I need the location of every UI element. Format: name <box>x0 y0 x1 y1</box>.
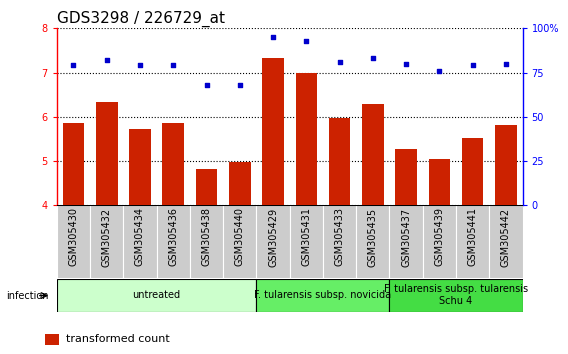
Bar <box>295 73 317 205</box>
Bar <box>256 205 290 278</box>
Bar <box>62 122 84 205</box>
Bar <box>290 205 323 278</box>
Text: infection: infection <box>6 291 48 301</box>
Bar <box>190 205 223 278</box>
Bar <box>423 205 456 278</box>
Point <box>368 56 377 61</box>
Text: GSM305440: GSM305440 <box>235 207 245 267</box>
Bar <box>262 58 284 205</box>
Text: GSM305439: GSM305439 <box>435 207 444 267</box>
Bar <box>429 159 450 205</box>
Text: GSM305437: GSM305437 <box>401 207 411 267</box>
Text: GSM305431: GSM305431 <box>301 207 311 267</box>
Text: GSM305432: GSM305432 <box>102 207 112 267</box>
Bar <box>390 279 523 312</box>
Bar <box>129 129 151 205</box>
Bar <box>162 124 184 205</box>
Bar <box>489 205 523 278</box>
Point <box>335 59 344 65</box>
Bar <box>256 279 390 312</box>
Text: GDS3298 / 226729_at: GDS3298 / 226729_at <box>57 11 225 27</box>
Text: GSM305435: GSM305435 <box>368 207 378 267</box>
Text: untreated: untreated <box>132 290 181 300</box>
Text: GSM305430: GSM305430 <box>68 207 78 267</box>
Point <box>435 68 444 74</box>
Bar <box>90 205 123 278</box>
Bar <box>96 102 118 205</box>
Text: GSM305434: GSM305434 <box>135 207 145 267</box>
Text: GSM305438: GSM305438 <box>202 207 211 267</box>
Bar <box>495 125 517 205</box>
Text: GSM305433: GSM305433 <box>335 207 345 267</box>
Point <box>235 82 244 88</box>
Bar <box>196 169 218 205</box>
Bar <box>329 118 350 205</box>
Point <box>169 63 178 68</box>
Bar <box>323 205 356 278</box>
Bar <box>456 205 489 278</box>
Bar <box>229 162 250 205</box>
Point <box>302 38 311 44</box>
Point <box>502 61 511 67</box>
Bar <box>356 205 390 278</box>
Text: F. tularensis subsp. novicida: F. tularensis subsp. novicida <box>254 290 391 300</box>
Bar <box>57 205 90 278</box>
Point <box>135 63 144 68</box>
Text: GSM305442: GSM305442 <box>501 207 511 267</box>
Text: GSM305429: GSM305429 <box>268 207 278 267</box>
Bar <box>223 205 256 278</box>
Bar <box>123 205 157 278</box>
Bar <box>362 104 383 205</box>
Point <box>102 57 111 63</box>
Point <box>468 63 477 68</box>
Text: GSM305441: GSM305441 <box>467 207 478 267</box>
Text: F. tularensis subsp. tularensis
Schu 4: F. tularensis subsp. tularensis Schu 4 <box>384 284 528 306</box>
Bar <box>157 205 190 278</box>
Point <box>202 82 211 88</box>
Bar <box>57 279 256 312</box>
Point <box>269 34 278 40</box>
Text: GSM305436: GSM305436 <box>168 207 178 267</box>
Bar <box>390 205 423 278</box>
Text: transformed count: transformed count <box>66 334 170 344</box>
Point <box>402 61 411 67</box>
Bar <box>462 138 483 205</box>
Bar <box>395 149 417 205</box>
Bar <box>45 333 59 345</box>
Point <box>69 63 78 68</box>
